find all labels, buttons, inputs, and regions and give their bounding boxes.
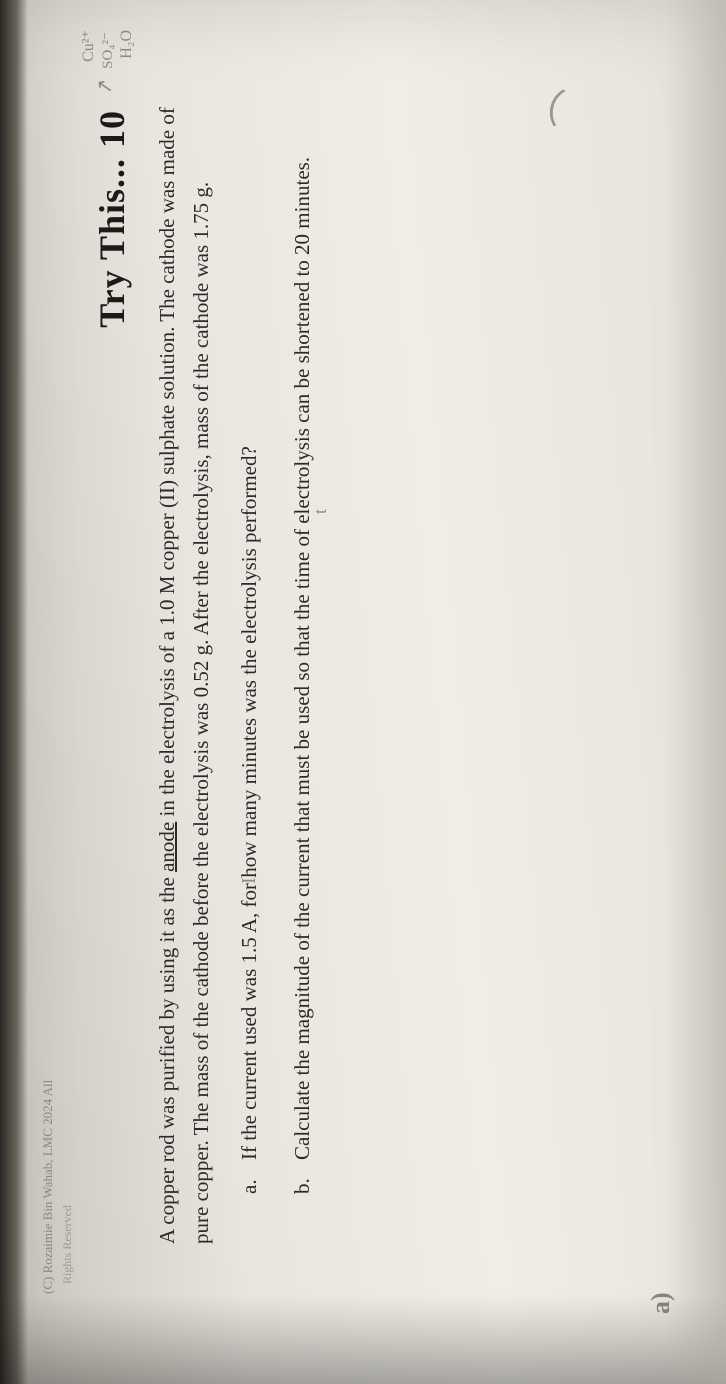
page-edge-shadow-bottom [666,0,726,1384]
sub-a-text: If the current used was 1.5 A, for how m… [232,70,267,1160]
sub-question-a: a. If the current used was 1.5 A, for ho… [232,70,267,1194]
question-paragraph: A copper rod was purified by using it as… [151,70,218,1274]
handwritten-current-annotation: I [238,877,261,884]
handwritten-bracket-icon: ⌒ [534,83,600,137]
handwritten-cu-annotation: Cu²⁺ [78,30,98,62]
sub-b-text: Calculate the magnitude of the current t… [285,70,320,1160]
handwritten-so4-annotation: SO₄²⁻ [98,32,117,69]
handwritten-time-annotation: t [310,509,331,514]
rights-reserved-line: Rights Reserved [60,70,75,1284]
copyright-line: (C) Rozaimie Bin Wahab, LMC 2024 All [40,70,56,1294]
handwritten-h2o-annotation: H₂O [118,30,136,59]
question-text-part1: A copper rod was purified by using it as… [155,872,179,1244]
page-edge-shadow-top [0,0,28,1384]
sub-a-label: a. [232,1160,267,1194]
rotated-page-wrapper: (C) Rozaimie Bin Wahab, LMC 2024 All Rig… [0,329,726,1055]
try-this-title: Try This... 10 [92,110,132,328]
sub-question-b: b. Calculate the magnitude of the curren… [285,70,320,1194]
sub-questions-list: a. If the current used was 1.5 A, for ho… [232,70,319,1274]
page-edge-shadow-left [0,1294,726,1384]
title-row: Try This... 10 [91,70,133,1274]
sub-b-label: b. [285,1160,320,1194]
underlined-anode: anode [155,822,179,872]
paper-sheet: (C) Rozaimie Bin Wahab, LMC 2024 All Rig… [0,0,726,1384]
